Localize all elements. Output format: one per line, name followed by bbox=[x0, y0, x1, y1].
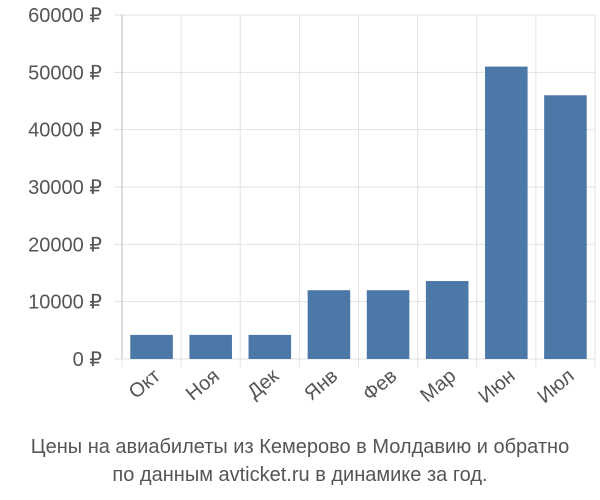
bar bbox=[130, 334, 173, 359]
bar bbox=[366, 290, 410, 359]
x-tick-label: Фев bbox=[359, 365, 401, 406]
x-tick-label: Ноя bbox=[182, 365, 224, 405]
x-tick-label: Янв bbox=[300, 365, 342, 405]
y-tick-label: 60000 ₽ bbox=[28, 5, 102, 27]
x-tick-label: Дек bbox=[243, 365, 283, 403]
bar bbox=[425, 281, 469, 359]
y-tick-label: 30000 ₽ bbox=[28, 177, 102, 199]
bar bbox=[307, 290, 351, 359]
y-tick-label: 40000 ₽ bbox=[28, 120, 102, 142]
y-tick-label: 0 ₽ bbox=[73, 349, 103, 371]
bar bbox=[248, 334, 292, 359]
bar bbox=[189, 334, 232, 359]
x-tick-label: Окт bbox=[125, 365, 165, 404]
y-tick-label: 20000 ₽ bbox=[28, 234, 102, 256]
bar bbox=[544, 95, 587, 360]
bar bbox=[485, 66, 528, 359]
chart-caption-line-2: по данным avticket.ru в динамике за год. bbox=[112, 464, 488, 486]
y-tick-label: 50000 ₽ bbox=[28, 62, 102, 84]
x-tick-label: Мар bbox=[416, 365, 460, 407]
y-tick-label: 10000 ₽ bbox=[28, 292, 102, 314]
x-tick-label: Июн bbox=[474, 365, 519, 408]
x-tick-label: Июл bbox=[533, 365, 578, 408]
chart-caption-line-1: Цены на авиабилеты из Кемерово в Молдави… bbox=[30, 436, 570, 458]
